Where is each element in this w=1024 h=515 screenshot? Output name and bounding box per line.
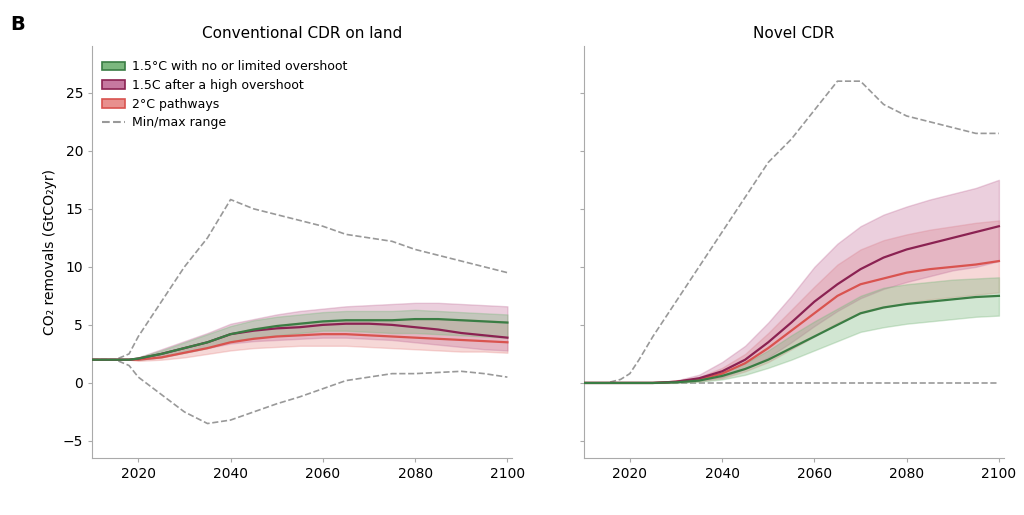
Text: B: B: [10, 15, 25, 35]
Y-axis label: CO₂ removals (GtCO₂yr): CO₂ removals (GtCO₂yr): [43, 169, 57, 335]
Title: Novel CDR: Novel CDR: [753, 26, 835, 41]
Legend: 1.5°C with no or limited overshoot, 1.5C after a high overshoot, 2°C pathways, M: 1.5°C with no or limited overshoot, 1.5C…: [98, 57, 351, 133]
Title: Conventional CDR on land: Conventional CDR on land: [202, 26, 402, 41]
